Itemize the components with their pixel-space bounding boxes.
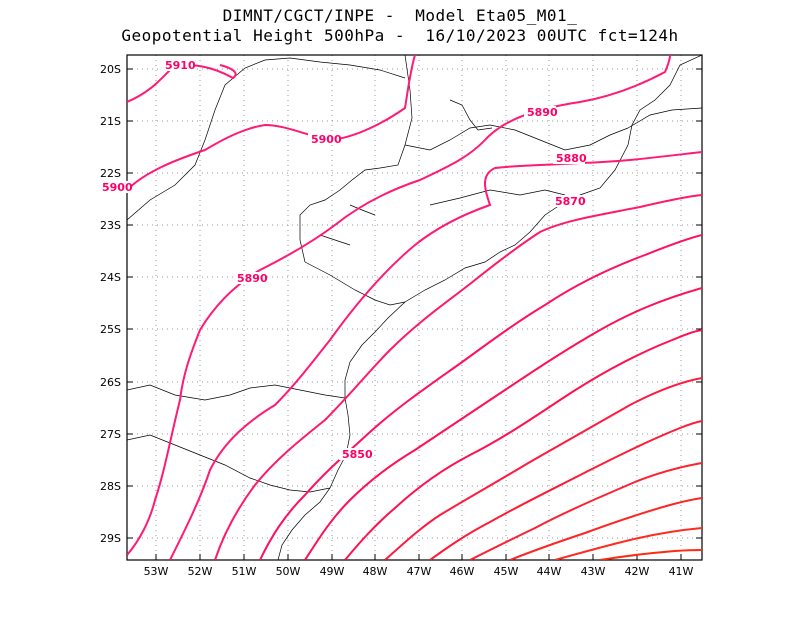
contour-5860: [259, 234, 702, 560]
state-border-pr-sc: [127, 384, 346, 401]
graticule: [127, 55, 702, 560]
contour-5820: [429, 420, 702, 560]
contour-5900: [127, 55, 416, 191]
river-detail-1: [449, 99, 493, 131]
lon-label: 48W: [363, 565, 388, 578]
map-title-line-2: Geopotential Height 500hPa - 16/10/2023 …: [121, 26, 679, 45]
contour-5780: [599, 549, 702, 560]
lat-label: 20S: [100, 63, 121, 76]
lat-label: 25S: [100, 323, 121, 336]
lat-label: 22S: [100, 167, 121, 180]
state-border-sc-rs: [127, 434, 331, 493]
contour-5790: [554, 527, 702, 560]
lat-label: 24S: [100, 271, 121, 284]
lon-label: 49W: [320, 565, 345, 578]
lon-label: 41W: [669, 565, 694, 578]
longitude-labels: 53W 52W 51W 50W 49W 48W 47W 46W 45W 44W …: [144, 565, 694, 578]
contour-label: 5870: [555, 195, 586, 208]
lat-label: 21S: [100, 115, 121, 128]
contour-label: 5900: [311, 133, 342, 146]
contour-5810: [469, 462, 702, 560]
state-border-mg-es: [627, 107, 702, 129]
contour-label: 5850: [342, 448, 373, 461]
lon-label: 52W: [188, 565, 213, 578]
contour-5890: [127, 55, 671, 556]
lon-label: 51W: [232, 565, 257, 578]
lon-label: 47W: [407, 565, 432, 578]
tick-marks: [127, 68, 702, 560]
contours: [127, 55, 702, 560]
contour-label: 5890: [237, 272, 268, 285]
contour-label: 5890: [527, 106, 558, 119]
lon-label: 44W: [537, 565, 562, 578]
lon-label: 53W: [144, 565, 169, 578]
contour-labels: 5910 5900 5900 5890 5890 5880 5870 5850: [100, 59, 587, 461]
state-border-mg-rj: [404, 124, 629, 151]
lon-label: 50W: [276, 565, 301, 578]
contour-5910: [127, 64, 237, 103]
lon-label: 42W: [625, 565, 650, 578]
lat-label: 23S: [100, 219, 121, 232]
contour-5850: [304, 287, 702, 560]
map-frame: [126, 54, 703, 561]
lon-label: 43W: [581, 565, 606, 578]
lon-label: 45W: [494, 565, 519, 578]
coastline: [277, 55, 702, 560]
lat-label: 26S: [100, 376, 121, 389]
internal-border-rj-sp: [429, 189, 566, 206]
contour-5880: [169, 151, 702, 560]
contour-5870: [214, 194, 702, 560]
lat-label: 29S: [100, 532, 121, 545]
map-title-line-1: DIMNT/CGCT/INPE - Model Eta05_M01_: [222, 6, 578, 25]
contour-5830: [384, 377, 702, 560]
contour-label: 5900: [102, 181, 133, 194]
lon-label: 46W: [450, 565, 475, 578]
contour-5800: [509, 497, 702, 560]
state-border-mg-sp: [299, 55, 413, 263]
lat-label: 27S: [100, 428, 121, 441]
boundaries: [127, 55, 702, 560]
contour-label: 5910: [165, 59, 196, 72]
river-detail-2: [319, 204, 376, 246]
contour-label: 5880: [556, 152, 587, 165]
lat-label: 28S: [100, 480, 121, 493]
state-border-ms-sp: [127, 57, 406, 221]
contour-5840: [344, 329, 702, 560]
latitude-labels: 20S 21S 22S 23S 24S 25S 26S 27S 28S 29S: [100, 63, 121, 545]
